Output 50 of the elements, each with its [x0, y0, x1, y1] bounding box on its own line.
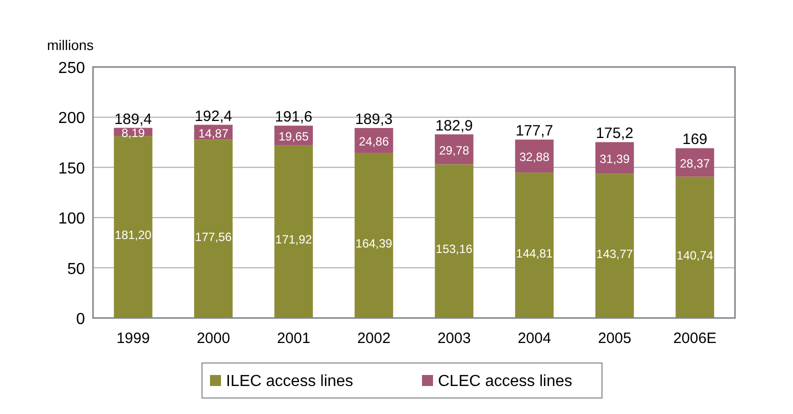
data-label: 19,65 [278, 130, 309, 144]
y-tick-label: 50 [67, 260, 86, 278]
legend-label: CLEC access lines [438, 373, 572, 390]
data-label: 14,87 [198, 126, 229, 140]
y-tick-label: 250 [58, 60, 86, 77]
bar [515, 172, 554, 318]
data-label: 164,39 [356, 236, 393, 250]
bar [595, 142, 634, 174]
bar [274, 145, 313, 318]
data-label: 24,86 [358, 134, 390, 148]
x-tick-label: 1999 [116, 330, 150, 347]
data-label: 171,92 [275, 232, 312, 247]
y-tick-label: 0 [76, 311, 86, 328]
data-label: 144,81 [516, 246, 554, 260]
bar [434, 164, 474, 318]
total-label: 189,3 [355, 110, 393, 128]
y-tick-label: 200 [58, 110, 86, 128]
data-label: 31,39 [600, 152, 630, 166]
x-tick-label: 2005 [598, 330, 632, 347]
data-label: 177,56 [195, 230, 232, 244]
x-tick-label: 2003 [437, 330, 471, 347]
y-tick-label: 100 [58, 210, 86, 228]
legend-label: ILEC access lines [226, 373, 354, 390]
bar [354, 152, 394, 318]
x-tick-label: 2001 [276, 330, 310, 347]
total-label: 177,7 [516, 122, 554, 140]
data-label: 8,19 [121, 126, 146, 140]
bar [676, 176, 714, 318]
data-label: 32,88 [519, 150, 550, 164]
total-label: 191,6 [274, 108, 312, 126]
y-tick-label: 150 [58, 160, 86, 178]
data-label: 28,37 [680, 156, 710, 170]
x-tick-label: 2000 [196, 330, 230, 347]
y-axis-title: millions [47, 37, 94, 53]
x-tick-label: 2002 [357, 330, 391, 347]
data-label: 140,74 [676, 248, 714, 262]
total-label: 189,4 [114, 110, 152, 128]
data-label: 153,16 [436, 242, 473, 256]
total-label: 169 [682, 131, 708, 148]
data-label: 181,20 [114, 228, 152, 242]
total-label: 175,2 [596, 125, 634, 142]
x-tick-label: 2006E [673, 330, 717, 347]
total-label: 182,9 [435, 117, 473, 134]
bar [515, 140, 554, 173]
x-tick-label: 2004 [518, 330, 552, 347]
data-label: 29,78 [439, 143, 470, 158]
bar [595, 174, 634, 318]
bar [194, 140, 233, 318]
total-label: 192,4 [194, 108, 232, 125]
data-label: 143,77 [596, 246, 634, 261]
